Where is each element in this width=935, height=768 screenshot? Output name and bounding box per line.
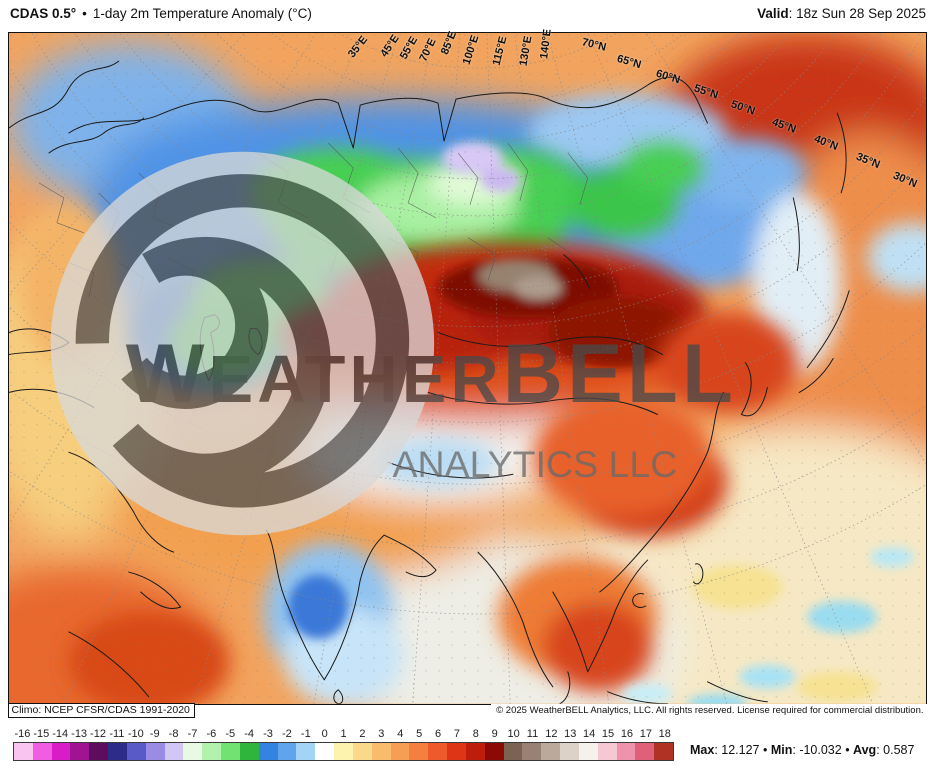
colorbar-tick-label: 10 bbox=[507, 728, 520, 740]
stats: Max: 12.127 • Min: -10.032 • Avg: 0.587 bbox=[690, 743, 915, 757]
colorbar-cells bbox=[13, 742, 674, 761]
colorbar-tick-label: -10 bbox=[127, 728, 144, 740]
colorbar-tick-label: 16 bbox=[620, 728, 634, 740]
valid-time: Valid: 18z Sun 28 Sep 2025 bbox=[757, 6, 926, 21]
colorbar-cell bbox=[164, 743, 184, 760]
climo-label: Climo: NCEP CFSR/CDAS 1991-2020 bbox=[7, 703, 195, 718]
colorbar-tick-label: -9 bbox=[149, 728, 160, 740]
swirl-icon bbox=[75, 174, 410, 508]
avg-label: Avg bbox=[853, 743, 877, 757]
colorbar-tick-label: -6 bbox=[206, 728, 217, 740]
colorbar-tick-label: -2 bbox=[282, 728, 292, 740]
colorbar-tick-label: -12 bbox=[90, 728, 106, 740]
colorbar-tick-label: 9 bbox=[491, 728, 498, 740]
valid-label: Valid bbox=[757, 6, 789, 21]
map-frame: 70°N 65°N 60°N 55°N 50°N 45°N 40°N 35°N … bbox=[7, 28, 928, 718]
valid-value: : 18z Sun 28 Sep 2025 bbox=[788, 6, 926, 21]
graticule bbox=[9, 33, 926, 704]
colorbar-tick-label: -3 bbox=[263, 728, 273, 740]
colorbar-cell bbox=[221, 743, 240, 760]
colorbar-cell bbox=[183, 743, 203, 760]
colorbar-cell bbox=[560, 743, 579, 760]
colorbar-cell bbox=[108, 743, 127, 760]
min-value: : -10.032 bbox=[792, 743, 842, 757]
colorbar-cell bbox=[578, 743, 598, 760]
colorbar-tick-label: 18 bbox=[658, 728, 671, 740]
colorbar-tick-label: -14 bbox=[52, 728, 69, 740]
colorbar-tick-label: -7 bbox=[187, 728, 198, 740]
colorbar-tick-label: -15 bbox=[33, 728, 50, 740]
colorbar-tick-label: 14 bbox=[583, 728, 596, 740]
colorbar-cell bbox=[428, 743, 448, 760]
colorbar-cell bbox=[70, 743, 90, 760]
max-label: Max bbox=[690, 743, 715, 757]
colorbar-cell bbox=[32, 743, 52, 760]
colorbar-cell bbox=[14, 743, 33, 760]
colorbar-tick-label: 5 bbox=[416, 728, 423, 740]
colorbar-cell bbox=[352, 743, 372, 760]
colorbar-cell bbox=[541, 743, 561, 760]
colorbar-cell bbox=[616, 743, 636, 760]
colorbar-cell bbox=[258, 743, 278, 760]
weatherbell-logo: WEATHERBELL ANALYTICS LLC bbox=[50, 151, 737, 536]
colorbar-cell bbox=[390, 743, 410, 760]
colorbar-tick-label: -16 bbox=[14, 728, 31, 740]
colorbar-tick-label: 17 bbox=[639, 728, 652, 740]
colorbar-cell bbox=[89, 743, 109, 760]
colorbar-cell bbox=[315, 743, 335, 760]
coastlines bbox=[9, 60, 850, 704]
map-title: 1-day 2m Temperature Anomaly (°C) bbox=[92, 6, 312, 21]
colorbar-cell bbox=[597, 743, 617, 760]
colorbar-tick-label: 1 bbox=[340, 728, 347, 740]
colorbar-cell bbox=[503, 743, 523, 760]
colorbar-cell bbox=[296, 743, 316, 760]
colorbar-cell bbox=[409, 743, 429, 760]
header: CDAS 0.5° • 1-day 2m Temperature Anomaly (… bbox=[0, 0, 935, 31]
colorbar-cell bbox=[51, 743, 71, 760]
header-left: CDAS 0.5° • 1-day 2m Temperature Anomaly (… bbox=[10, 6, 312, 21]
colorbar-tick-label: -4 bbox=[244, 728, 255, 740]
colorbar-tick-label: 12 bbox=[545, 728, 558, 740]
colorbar-cell bbox=[447, 743, 466, 760]
colorbar-tick-label: 7 bbox=[453, 728, 460, 740]
colorbar-tick-label: 11 bbox=[526, 728, 539, 740]
colorbar-cell bbox=[126, 743, 146, 760]
colorbar-tick-label: -11 bbox=[109, 728, 125, 740]
colorbar-tick-label: -5 bbox=[225, 728, 236, 740]
colorbar-tick-label: 6 bbox=[434, 728, 442, 740]
colorbar-cell bbox=[654, 743, 673, 760]
colorbar-tick-label: 15 bbox=[601, 728, 615, 740]
model-name: CDAS 0.5° bbox=[10, 6, 77, 21]
colorbar-tick-label: 0 bbox=[321, 728, 328, 740]
colorbar-tick-label: -13 bbox=[71, 728, 88, 740]
colorbar-cell bbox=[334, 743, 353, 760]
copyright-label: © 2025 WeatherBELL Analytics, LLC. All r… bbox=[491, 704, 928, 718]
colorbar-ticks: -16 -15 -14 -13 -12 -11 -10 -9 -8 -7 -6 -5 -4 -3 -2 -1 0… bbox=[13, 728, 674, 740]
colorbar-tick-label: -8 bbox=[168, 728, 179, 740]
colorbar-tick-label: 13 bbox=[564, 728, 577, 740]
colorbar-cell bbox=[277, 743, 297, 760]
logo-text: WEATHERBELL bbox=[126, 327, 737, 420]
colorbar-cell bbox=[202, 743, 222, 760]
colorbar-tick-label: 2 bbox=[359, 728, 366, 740]
colorbar-cell bbox=[239, 743, 259, 760]
logo-subtext: ANALYTICS LLC bbox=[392, 443, 677, 485]
avg-value: : 0.587 bbox=[876, 743, 915, 757]
colorbar-cell bbox=[371, 743, 391, 760]
colorbar-tick-label: 8 bbox=[472, 728, 479, 740]
max-value: : 12.127 bbox=[714, 743, 760, 757]
min-label: Min bbox=[770, 743, 793, 757]
colorbar-tick-label: 4 bbox=[397, 728, 404, 740]
colorbar-cell bbox=[635, 743, 655, 760]
header-separator: • bbox=[82, 6, 87, 21]
colorbar-cell bbox=[465, 743, 485, 760]
colorbar-cell bbox=[484, 743, 504, 760]
colorbar-cell bbox=[522, 743, 542, 760]
colorbar-tick-label: 3 bbox=[378, 728, 385, 740]
colorbar-cell bbox=[145, 743, 165, 760]
colorbar-tick-label: -1 bbox=[300, 728, 311, 740]
